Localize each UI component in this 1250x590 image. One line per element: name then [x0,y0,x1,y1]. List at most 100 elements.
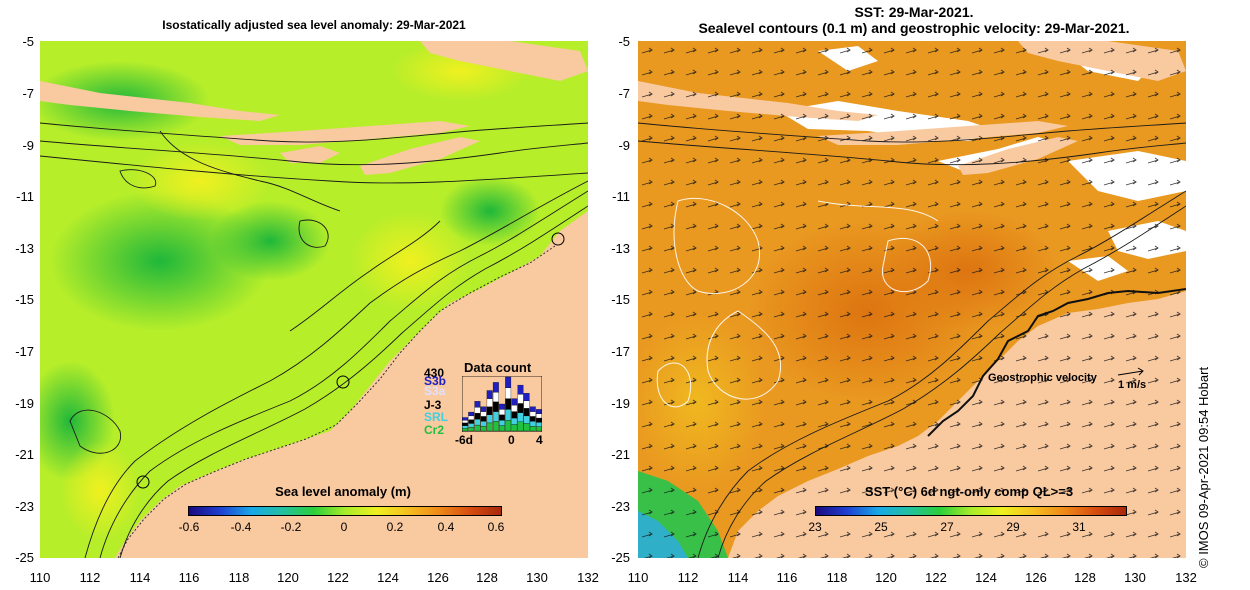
data-count-bar-segment [499,414,505,421]
sea-level-anomaly-map[interactable] [40,41,588,558]
x-tick: 126 [1025,570,1047,585]
sla-north-islands [420,41,588,81]
x-tick: 114 [129,570,151,585]
data-count-bar-segment [480,425,487,432]
data-count-bar-segment [517,421,524,432]
data-count-bar-segment [474,424,481,432]
x-tick: 112 [677,570,699,585]
sst-bathy-contours [638,122,1186,558]
sst-tick: 29 [1006,520,1020,534]
data-count-top-value: 430 [424,366,445,380]
data-count-bar-segment [511,404,518,412]
data-count-bar-segment [486,414,493,424]
right-title-line2: Sealevel contours (0.1 m) and geostrophi… [698,20,1130,36]
data-count-bar-segment [523,393,530,401]
y-tick: -11 [16,189,34,204]
sla-coast-line [117,245,556,558]
sst-map[interactable] [638,41,1186,558]
right-panel-title: SST: 29-Mar-2021. Sealevel contours (0.1… [640,4,1188,36]
y-tick: -25 [611,550,630,565]
y-tick: -5 [618,34,630,49]
data-count-bar-segment [523,400,530,409]
data-count-bar-segment [480,411,487,417]
sat-cr2: Cr2 [424,423,445,437]
data-count-bar-segment [486,406,493,415]
x-tick: 118 [826,570,848,585]
y-tick: -21 [611,447,630,462]
x-tick: 124 [377,570,399,585]
data-count-bar-segment [492,421,499,432]
data-count-bar-segment [505,420,512,432]
data-count-bar-segment [474,407,481,414]
x-tick: 132 [1175,570,1197,585]
data-count-bar-segment [462,425,469,429]
data-count-bar-segment [536,426,542,432]
data-count-bar-segment [468,423,475,428]
data-count-bar-segment [529,421,536,427]
x-tick: 116 [776,570,798,585]
sla-tick: -0.2 [280,520,302,534]
sat-j3: J-3 [424,398,442,412]
x-tick: 116 [178,570,200,585]
x-tick: 132 [577,570,599,585]
sst-tick: 27 [940,520,954,534]
sst-tick: 23 [808,520,822,534]
sla-tick: -0.4 [230,520,252,534]
data-count-bars [462,376,542,432]
dc-xtick: -6d [455,433,473,447]
data-count-bar-segment [523,415,530,424]
data-count-bar-segment [499,425,505,432]
left-panel-title: Isostatically adjusted sea level anomaly… [162,18,466,32]
sla-blob-high1 [130,141,270,221]
x-tick: 114 [727,570,749,585]
data-count-bar-segment [536,417,542,423]
x-tick: 128 [1074,570,1096,585]
data-count-bar-segment [529,416,536,422]
sst-sealevel-contours [656,197,939,408]
data-count-bar-segment [492,391,499,402]
data-count-bar-segment [517,394,524,404]
sla-timor-island [360,137,480,175]
sst-velocity-arrows [638,41,1186,558]
sst-tick: 31 [1072,520,1086,534]
data-count-bar-segment [511,424,518,432]
data-count-bar-segment [523,408,530,417]
x-tick: 112 [79,570,101,585]
y-tick: -19 [15,396,34,411]
y-tick: -9 [618,138,630,153]
geostrophic-velocity-label: Geostrophic velocity [988,372,1097,384]
y-tick: -13 [611,241,630,256]
x-tick: 122 [327,570,349,585]
sst-colorbar [815,506,1127,516]
x-tick: 120 [875,570,897,585]
data-count-bar-segment [480,406,487,412]
x-tick: 110 [627,570,649,585]
sat-s3a: S3a [424,384,446,398]
sst-colorbar-title: SST (°C) 6d ngt-only comp QL>=3 [864,484,1074,499]
x-tick: 120 [277,570,299,585]
sla-java-island [40,81,280,121]
y-tick: -5 [22,34,34,49]
sla-map-svg [40,41,588,558]
data-count-bar-segment [517,403,524,413]
sla-sumba-island [280,146,340,163]
y-tick: -21 [15,447,34,462]
data-count-bar-segment [499,420,505,426]
data-count-bar-segment [468,427,475,432]
data-count-bar-segment [529,406,536,412]
sat-s3b: S3b [424,374,447,388]
data-count-bar-segment [486,398,493,407]
sla-tick: 0.2 [386,520,404,534]
x-tick: 130 [526,570,548,585]
x-tick: 110 [29,570,51,585]
data-count-bar-segment [462,428,469,432]
data-count-bar-segment [529,411,536,417]
x-tick: 126 [427,570,449,585]
data-count-bar-segment [480,421,487,427]
x-tick: 124 [975,570,997,585]
y-tick: -11 [612,189,630,204]
data-count-bar-segment [505,376,512,388]
sla-marker-3 [136,475,150,489]
data-count-bar-segment [462,417,469,421]
data-count-bar-segment [486,390,493,399]
